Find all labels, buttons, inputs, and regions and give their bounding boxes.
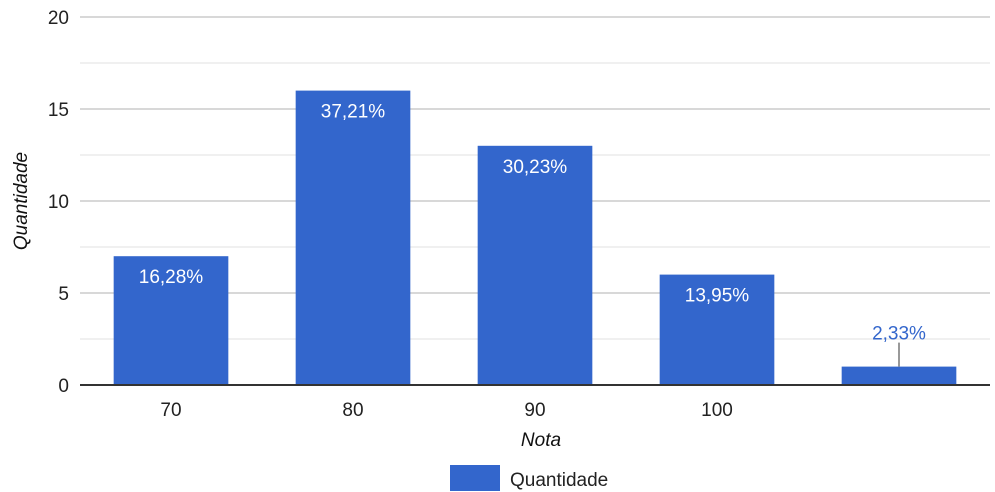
x-tick-label: 100 — [701, 400, 733, 421]
bar[interactable] — [659, 274, 775, 385]
x-axis-title: Nota — [521, 430, 561, 451]
y-tick-label: 20 — [48, 8, 69, 29]
bar[interactable] — [841, 366, 957, 385]
data-label: 2,33% — [872, 324, 926, 345]
y-tick-label: 10 — [48, 192, 69, 213]
x-tick-label: 70 — [160, 400, 181, 421]
x-tick-label: 90 — [524, 400, 545, 421]
legend-swatch — [450, 465, 500, 491]
x-axis-ticks: 70 80 90 100 — [160, 400, 732, 421]
y-tick-label: 5 — [58, 284, 69, 305]
data-label: 13,95% — [685, 286, 750, 307]
data-label: 37,21% — [321, 102, 386, 123]
bars — [113, 90, 957, 385]
data-labels: 16,28% 37,21% 30,23% 13,95% 2,33% — [139, 102, 926, 367]
bar[interactable] — [113, 256, 229, 385]
y-axis-ticks: 0 5 10 15 20 — [48, 8, 69, 397]
y-tick-label: 0 — [58, 376, 69, 397]
bar[interactable] — [477, 145, 593, 385]
data-label: 30,23% — [503, 157, 568, 178]
y-tick-label: 15 — [48, 100, 69, 121]
legend-label: Quantidade — [510, 470, 608, 491]
data-label: 16,28% — [139, 267, 204, 288]
bar[interactable] — [295, 90, 411, 385]
y-axis-title: Quantidade — [11, 152, 32, 250]
x-tick-label: 80 — [342, 400, 363, 421]
legend[interactable]: Quantidade — [450, 465, 608, 491]
